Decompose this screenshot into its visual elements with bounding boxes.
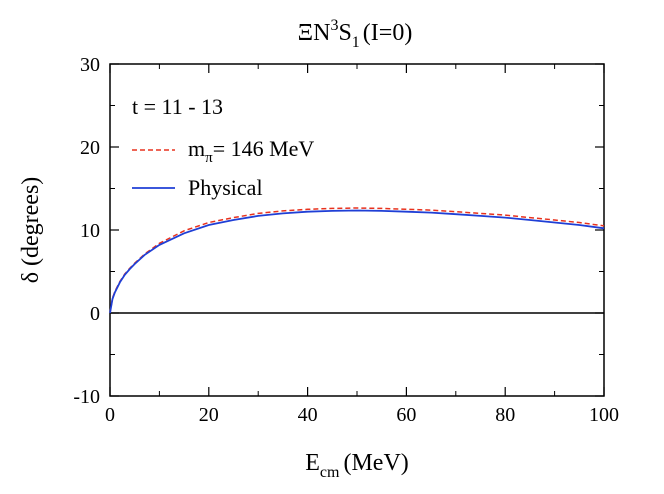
legend-mpi-suffix: = 146 MeV (213, 136, 315, 161)
x-tick-label: 0 (105, 404, 115, 426)
title-suffix: (I=0) (363, 20, 413, 46)
series-line-0 (109, 207, 605, 314)
title-superscript: 3 (330, 17, 338, 34)
series-line-1 (109, 209, 605, 314)
legend: t = 11 - 13 mπ= 146 MeV Physical (132, 94, 314, 200)
y-tick-label: 0 (90, 303, 100, 325)
xlabel-subscript: cm (320, 464, 340, 481)
legend-mpi-main: m (188, 136, 205, 161)
y-tick-label: 30 (80, 54, 100, 76)
x-tick-label: 80 (495, 404, 515, 426)
xlabel-main: E (305, 450, 320, 476)
title-main: S (338, 20, 351, 46)
x-tick-label: 40 (298, 404, 318, 426)
title-prefix: ΞN (298, 20, 331, 46)
x-tick-label: 20 (199, 404, 219, 426)
x-tick-label: 100 (589, 404, 619, 426)
xlabel-suffix: (MeV) (343, 450, 408, 476)
x-axis-label: Ecm (MeV) (305, 450, 409, 481)
legend-label-physical: Physical (188, 175, 263, 200)
y-tick-label: 10 (80, 220, 100, 242)
legend-label-mpi146: mπ= 146 MeV (188, 136, 314, 166)
legend-mpi-subscript: π (205, 150, 213, 166)
chart-title: ΞN3S1 (I=0) (298, 17, 413, 51)
y-tick-label: 20 (80, 137, 100, 159)
title-subscript: 1 (352, 34, 360, 51)
y-tick-label: -10 (73, 386, 100, 408)
legend-title: t = 11 - 13 (132, 94, 223, 119)
x-tick-label: 60 (396, 404, 416, 426)
y-axis-label: δ (degrees) (18, 177, 44, 284)
